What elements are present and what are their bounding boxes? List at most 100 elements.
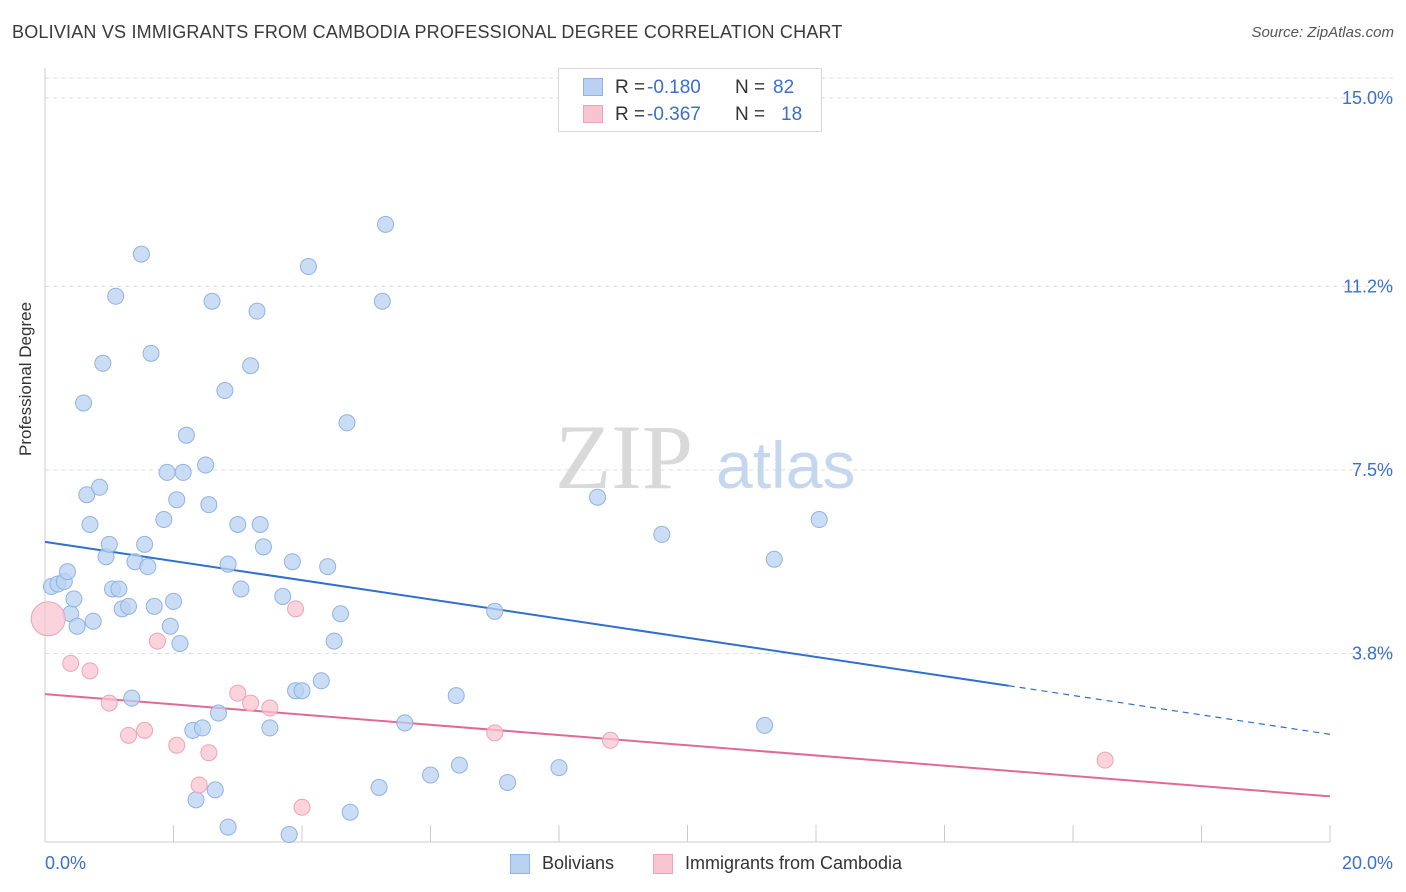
trendline-bolivians bbox=[44, 540, 1009, 687]
point-cambodia bbox=[190, 776, 208, 794]
bottom-legend-swatch-pink bbox=[653, 854, 673, 874]
point-bolivians bbox=[84, 612, 102, 630]
point-bolivians bbox=[75, 394, 93, 412]
point-bolivians bbox=[209, 704, 227, 722]
bottom-legend-label: Immigrants from Cambodia bbox=[685, 853, 903, 873]
point-bolivians bbox=[299, 258, 317, 276]
point-cambodia bbox=[136, 721, 154, 739]
point-bolivians bbox=[254, 538, 272, 556]
point-bolivians bbox=[653, 525, 671, 543]
point-cambodia bbox=[229, 684, 247, 702]
point-bolivians bbox=[377, 215, 395, 233]
point-cambodia bbox=[168, 736, 186, 754]
point-bolivians bbox=[155, 511, 173, 529]
y-tick-label: 11.2% bbox=[1343, 276, 1393, 296]
legend-swatch-blue bbox=[583, 78, 603, 96]
point-bolivians bbox=[120, 597, 138, 615]
point-bolivians bbox=[447, 687, 465, 705]
legend-r-value: -0.180 bbox=[647, 77, 701, 98]
point-bolivians bbox=[193, 719, 211, 737]
point-bolivians bbox=[283, 553, 301, 571]
point-cambodia bbox=[100, 694, 118, 712]
point-cambodia bbox=[200, 744, 218, 762]
point-bolivians bbox=[123, 689, 141, 707]
point-bolivians bbox=[248, 302, 266, 320]
point-cambodia bbox=[81, 662, 99, 680]
correlation-legend: R = -0.180 N = 82 R = -0.367 N = 18 bbox=[558, 68, 822, 132]
point-bolivians bbox=[242, 357, 260, 375]
point-bolivians bbox=[274, 587, 292, 605]
legend-r-value: -0.367 bbox=[647, 104, 701, 125]
y-tick-label: 15.0% bbox=[1342, 88, 1393, 108]
legend-swatch-pink bbox=[583, 105, 603, 123]
point-bolivians bbox=[341, 803, 359, 821]
point-bolivians bbox=[78, 486, 96, 504]
point-bolivians bbox=[177, 426, 195, 444]
point-cambodia bbox=[242, 694, 260, 712]
point-bolivians bbox=[139, 558, 157, 576]
legend-n-label: N = bbox=[735, 104, 766, 125]
point-bolivians bbox=[396, 714, 414, 732]
point-cambodia bbox=[30, 601, 66, 637]
point-bolivians bbox=[58, 563, 76, 581]
point-bolivians bbox=[232, 580, 250, 598]
tick-labels: 3.8% 7.5% 11.2% 15.0% 0.0% 20.0% bbox=[45, 88, 1393, 873]
point-cambodia bbox=[287, 600, 305, 618]
point-bolivians bbox=[550, 759, 568, 777]
point-bolivians bbox=[251, 515, 269, 533]
legend-n-value: 18 bbox=[781, 104, 803, 125]
bottom-legend-swatch-blue bbox=[510, 854, 530, 874]
point-cambodia bbox=[148, 632, 166, 650]
legend-n-label: N = bbox=[735, 77, 766, 98]
legend-r-label: R = bbox=[615, 77, 646, 98]
point-bolivians bbox=[325, 632, 343, 650]
y-axis-label: Professional Degree bbox=[16, 301, 35, 456]
trendlines bbox=[44, 540, 1331, 798]
data-points bbox=[30, 215, 1114, 844]
point-bolivians bbox=[94, 354, 112, 372]
legend-n-value: 82 bbox=[773, 77, 795, 98]
point-bolivians bbox=[219, 555, 237, 573]
point-bolivians bbox=[370, 778, 388, 796]
point-bolivians bbox=[174, 463, 192, 481]
point-bolivians bbox=[312, 672, 330, 690]
point-bolivians bbox=[142, 344, 160, 362]
watermark-atlas: atlas bbox=[716, 428, 855, 502]
point-bolivians bbox=[422, 766, 439, 784]
point-bolivians bbox=[293, 682, 311, 700]
x-tick-label: 20.0% bbox=[1342, 853, 1393, 873]
point-bolivians bbox=[145, 597, 163, 615]
point-cambodia bbox=[62, 654, 80, 672]
point-bolivians bbox=[206, 781, 224, 799]
point-bolivians bbox=[158, 463, 176, 481]
legend-r-label: R = bbox=[615, 104, 646, 125]
watermark: ZIP atlas bbox=[555, 406, 855, 508]
point-bolivians bbox=[338, 414, 356, 432]
point-bolivians bbox=[132, 245, 150, 263]
point-bolivians bbox=[499, 773, 517, 791]
point-bolivians bbox=[200, 496, 218, 514]
point-bolivians bbox=[168, 491, 186, 509]
point-bolivians bbox=[187, 791, 205, 809]
point-bolivians bbox=[450, 756, 468, 774]
point-bolivians bbox=[136, 535, 154, 553]
point-bolivians bbox=[373, 292, 391, 310]
point-cambodia bbox=[261, 699, 279, 717]
point-bolivians bbox=[100, 535, 118, 553]
axes bbox=[44, 68, 1331, 843]
point-bolivians bbox=[810, 511, 828, 529]
point-cambodia bbox=[486, 724, 504, 742]
point-bolivians bbox=[81, 515, 99, 533]
point-bolivians bbox=[91, 478, 109, 496]
point-bolivians bbox=[319, 558, 337, 576]
point-bolivians bbox=[219, 818, 237, 836]
point-bolivians bbox=[756, 716, 774, 734]
source-label: Source: ZipAtlas.com bbox=[1251, 24, 1394, 41]
point-bolivians bbox=[216, 382, 234, 400]
point-bolivians bbox=[229, 515, 247, 533]
point-bolivians bbox=[110, 580, 128, 598]
point-bolivians bbox=[486, 602, 504, 620]
point-bolivians bbox=[589, 488, 607, 506]
point-bolivians bbox=[332, 605, 350, 623]
